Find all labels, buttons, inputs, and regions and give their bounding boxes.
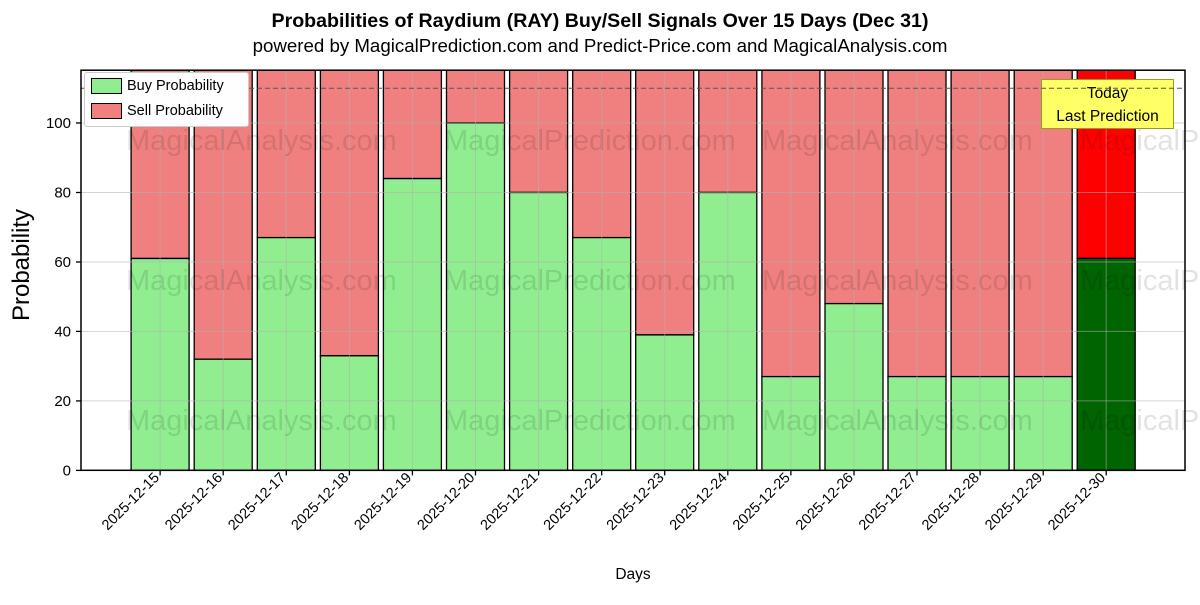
svg-text:MagicalPrediction.com: MagicalPrediction.com xyxy=(1080,405,1200,437)
svg-text:MagicalPrediction.com: MagicalPrediction.com xyxy=(444,125,736,157)
svg-text:20: 20 xyxy=(54,393,71,410)
svg-text:2025-12-27: 2025-12-27 xyxy=(856,470,920,534)
svg-text:2025-12-23: 2025-12-23 xyxy=(604,470,668,534)
svg-text:MagicalPrediction.com: MagicalPrediction.com xyxy=(444,265,736,297)
svg-text:MagicalAnalysis.com: MagicalAnalysis.com xyxy=(762,265,1033,297)
svg-text:2025-12-29: 2025-12-29 xyxy=(982,470,1046,534)
svg-text:MagicalAnalysis.com: MagicalAnalysis.com xyxy=(762,405,1033,437)
svg-text:80: 80 xyxy=(54,185,71,202)
svg-text:2025-12-19: 2025-12-19 xyxy=(351,470,415,534)
svg-text:2025-12-21: 2025-12-21 xyxy=(478,470,542,534)
svg-text:2025-12-18: 2025-12-18 xyxy=(288,470,352,534)
svg-text:40: 40 xyxy=(54,323,71,340)
svg-text:0: 0 xyxy=(63,462,71,479)
svg-text:2025-12-17: 2025-12-17 xyxy=(225,470,289,534)
svg-text:2025-12-26: 2025-12-26 xyxy=(793,470,857,534)
svg-text:2025-12-22: 2025-12-22 xyxy=(541,470,605,534)
svg-text:MagicalAnalysis.com: MagicalAnalysis.com xyxy=(126,405,397,437)
svg-text:MagicalAnalysis.com: MagicalAnalysis.com xyxy=(126,125,397,157)
svg-text:MagicalPrediction.com: MagicalPrediction.com xyxy=(1080,125,1200,157)
svg-text:100: 100 xyxy=(46,115,71,132)
svg-text:2025-12-30: 2025-12-30 xyxy=(1045,470,1109,534)
svg-text:MagicalPrediction.com: MagicalPrediction.com xyxy=(1080,265,1200,297)
svg-text:2025-12-20: 2025-12-20 xyxy=(415,470,479,534)
svg-text:2025-12-15: 2025-12-15 xyxy=(99,470,163,534)
svg-text:60: 60 xyxy=(54,254,71,271)
svg-text:2025-12-25: 2025-12-25 xyxy=(730,470,794,534)
svg-text:MagicalPrediction.com: MagicalPrediction.com xyxy=(444,405,736,437)
svg-text:MagicalAnalysis.com: MagicalAnalysis.com xyxy=(762,125,1033,157)
svg-text:MagicalAnalysis.com: MagicalAnalysis.com xyxy=(126,265,397,297)
svg-text:2025-12-24: 2025-12-24 xyxy=(667,470,731,534)
svg-text:2025-12-16: 2025-12-16 xyxy=(162,470,226,534)
svg-text:2025-12-28: 2025-12-28 xyxy=(919,470,983,534)
